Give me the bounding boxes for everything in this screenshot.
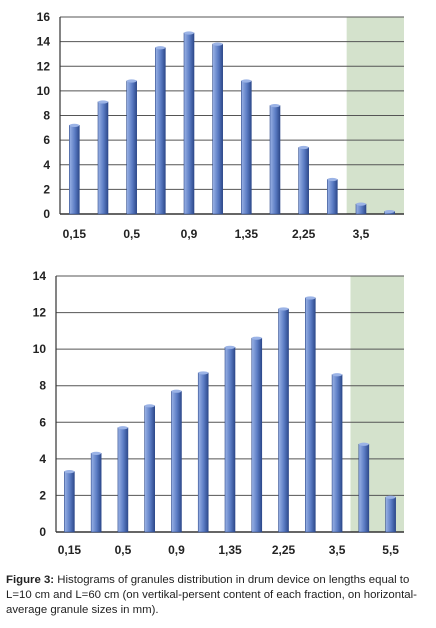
bar [224, 347, 236, 533]
bar [117, 427, 129, 533]
y-tick-label: 4 [43, 158, 50, 172]
bar-cap [91, 451, 102, 455]
histogram-l10: 0 2 4 6 8 10 12 14 16 0,15 0,5 0,9 1,35 2,25 3,5 [37, 10, 404, 241]
bar [358, 443, 370, 533]
y-tick-label: 6 [39, 415, 46, 429]
x-tick-label: 0,5 [123, 227, 140, 241]
bar [69, 125, 80, 215]
y-tick-label: 10 [37, 84, 51, 98]
x-tick-label: 2,25 [292, 227, 316, 241]
x-tick-label: 1,35 [218, 543, 242, 557]
y-tick-label: 0 [39, 525, 46, 539]
x-tick-label: 0,15 [58, 543, 82, 557]
y-tick-label: 10 [33, 342, 47, 356]
caption-text: Histograms of granules distribution in d… [6, 574, 417, 616]
bar [331, 374, 343, 533]
bar [183, 32, 195, 215]
bar-cap [198, 371, 209, 375]
y-tick-label: 14 [33, 269, 47, 283]
y-tick-label: 12 [33, 306, 47, 320]
x-tick-label: 0,15 [63, 227, 87, 241]
y-tick-label: 2 [43, 182, 50, 196]
x-tick-label: 0,9 [181, 227, 198, 241]
y-tick-label: 8 [39, 379, 46, 393]
y-tick-label: 0 [43, 207, 50, 221]
bar [97, 101, 109, 215]
bar-cap [384, 209, 395, 214]
bar [171, 390, 182, 533]
bar [197, 372, 209, 533]
bar [327, 179, 338, 215]
bar-cap [212, 42, 223, 46]
x-tick-label: 0,9 [168, 543, 185, 557]
y-tick-label: 16 [37, 10, 51, 24]
bar [305, 297, 316, 533]
bar-cap [241, 79, 252, 83]
plot-shading [350, 276, 404, 532]
bar-cap [356, 202, 366, 206]
bar-cap [155, 46, 166, 50]
bar-cap [225, 345, 235, 349]
bar-cap [332, 373, 343, 377]
bar [64, 471, 75, 533]
y-tick-label: 2 [39, 488, 46, 502]
bar-cap [298, 145, 309, 150]
histogram-l60: 0 2 4 6 8 10 12 14 0,15 0,5 0,9 1,35 2,25 3,5 5,5 [33, 269, 404, 557]
x-tick-label: 3,5 [353, 227, 370, 241]
bar-cap [358, 442, 369, 446]
y-tick-label: 12 [37, 59, 51, 73]
bar [269, 105, 281, 215]
bar-cap [171, 389, 182, 393]
bar [298, 147, 309, 215]
bar-cap [251, 336, 262, 340]
bar [385, 496, 396, 533]
y-tick-label: 14 [37, 35, 51, 49]
bar-cap [305, 296, 316, 300]
bar-cap [126, 79, 137, 83]
figure-charts: 0 2 4 6 8 10 12 14 16 0,15 0,5 0,9 1,35 2,25 3,5 0 2 4 6 8… [33, 10, 404, 557]
bar [144, 405, 155, 533]
y-tick-label: 4 [39, 452, 46, 466]
bar-cap [327, 177, 338, 182]
x-tick-label: 1,35 [235, 227, 259, 241]
bar-cap [64, 470, 75, 474]
bar [278, 308, 289, 533]
bar [241, 80, 252, 215]
bar-cap [270, 104, 280, 108]
x-tick-label: 3,5 [329, 543, 346, 557]
bar [251, 337, 263, 533]
bar-cap [69, 123, 80, 127]
bar-cap [144, 404, 155, 408]
x-tick-label: 2,25 [272, 543, 296, 557]
bar [90, 453, 102, 533]
figure-caption: Figure 3: Histograms of granules distrib… [6, 573, 430, 618]
bar-cap [385, 495, 396, 499]
bar-cap [278, 307, 289, 311]
bar [212, 43, 223, 215]
bar [155, 47, 166, 215]
y-tick-label: 6 [43, 133, 50, 147]
y-tick-label: 8 [43, 109, 50, 123]
bar [126, 80, 137, 215]
bar-cap [98, 100, 108, 104]
caption-label: Figure 3: [6, 574, 55, 586]
x-tick-label: 5,5 [382, 543, 399, 557]
bar-cap [117, 426, 128, 430]
x-tick-label: 0,5 [115, 543, 132, 557]
bar-cap [184, 31, 194, 35]
